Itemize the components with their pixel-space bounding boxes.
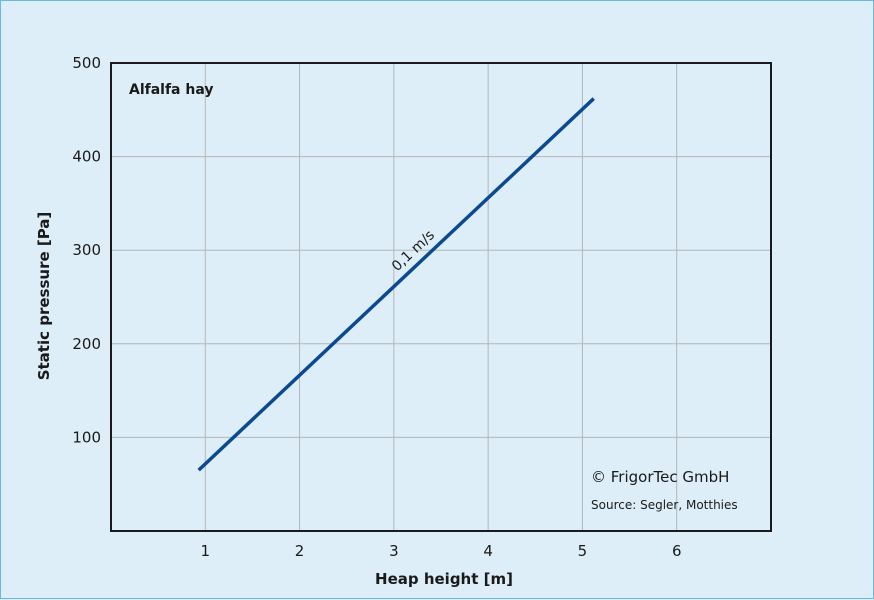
y-tick-label-2: 300 [72, 241, 101, 259]
grid-lines [111, 63, 771, 531]
copyright-note: © FrigorTec GmbH [591, 468, 729, 486]
x-tick-label-1: 2 [295, 542, 305, 560]
y-tick-label-1: 200 [72, 335, 101, 353]
plot-border [110, 62, 772, 532]
x-tick-label-3: 4 [483, 542, 493, 560]
series-layer: 0,1 m/s [197, 97, 595, 472]
x-tick-label-2: 3 [389, 542, 399, 560]
x-tick-label-5: 6 [672, 542, 682, 560]
y-tick-label-4: 500 [72, 54, 101, 72]
x-tick-labels: 1 2 3 4 5 6 [201, 542, 682, 560]
y-tick-label-0: 100 [72, 428, 101, 446]
y-tick-labels: 100 200 300 400 500 [72, 54, 101, 446]
y-tick-label-3: 400 [72, 148, 101, 166]
series-line-0 [197, 97, 595, 472]
x-tick-label-0: 1 [201, 542, 211, 560]
inset-title: Alfalfa hay [129, 82, 214, 98]
x-axis-title: Heap height [m] [375, 570, 513, 588]
x-tick-label-4: 5 [578, 542, 588, 560]
y-axis-title: Static pressure [Pa] [35, 212, 53, 381]
source-note: Source: Segler, Motthies [591, 498, 738, 512]
